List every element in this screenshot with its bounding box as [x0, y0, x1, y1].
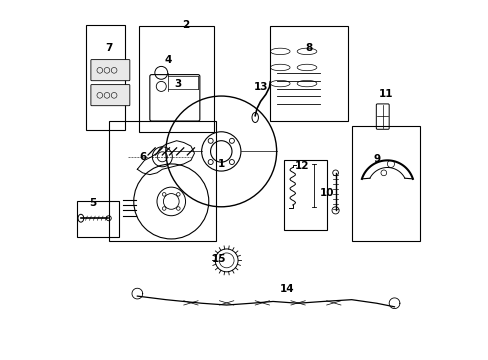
- FancyBboxPatch shape: [91, 60, 130, 81]
- Text: 14: 14: [280, 284, 294, 294]
- Text: 10: 10: [319, 188, 333, 198]
- Text: 6: 6: [139, 152, 146, 162]
- Text: 2: 2: [182, 19, 189, 30]
- Text: 11: 11: [378, 89, 392, 99]
- Text: 9: 9: [372, 154, 380, 163]
- Text: 8: 8: [305, 43, 312, 53]
- Text: 13: 13: [253, 82, 267, 92]
- Text: 7: 7: [105, 43, 112, 53]
- Text: 5: 5: [89, 198, 96, 208]
- Text: 12: 12: [294, 161, 308, 171]
- Text: 4: 4: [163, 55, 171, 65]
- Text: 3: 3: [174, 78, 182, 89]
- Text: 15: 15: [212, 253, 226, 264]
- FancyBboxPatch shape: [91, 85, 130, 106]
- Text: 1: 1: [217, 159, 224, 169]
